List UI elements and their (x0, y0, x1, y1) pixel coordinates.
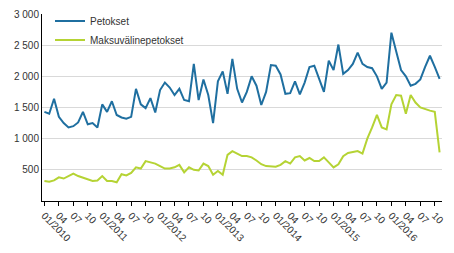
svg-text:04: 04 (285, 210, 301, 226)
svg-text:10: 10 (430, 210, 446, 226)
svg-text:01/2014: 01/2014 (271, 210, 305, 244)
svg-text:07: 07 (415, 210, 431, 226)
svg-text:10: 10 (83, 210, 99, 226)
svg-text:2 500: 2 500 (14, 40, 39, 51)
svg-text:Petokset: Petokset (90, 16, 129, 27)
svg-text:01/2015: 01/2015 (329, 210, 363, 244)
svg-text:07: 07 (184, 210, 200, 226)
svg-text:07: 07 (126, 210, 142, 226)
svg-text:1 000: 1 000 (14, 133, 39, 144)
svg-text:01/2013: 01/2013 (213, 210, 247, 244)
svg-text:04: 04 (401, 210, 417, 226)
svg-text:1 500: 1 500 (14, 102, 39, 113)
svg-text:01/2011: 01/2011 (97, 210, 130, 243)
svg-text:04: 04 (112, 210, 128, 226)
svg-text:07: 07 (358, 210, 374, 226)
svg-text:07: 07 (242, 210, 258, 226)
svg-text:10: 10 (199, 210, 215, 226)
svg-text:10: 10 (141, 210, 157, 226)
svg-text:04: 04 (170, 210, 186, 226)
svg-text:04: 04 (227, 210, 243, 226)
svg-text:500: 500 (22, 164, 39, 175)
svg-text:10: 10 (372, 210, 388, 226)
svg-text:10: 10 (314, 210, 330, 226)
svg-text:2 000: 2 000 (14, 71, 39, 82)
svg-text:10: 10 (256, 210, 272, 226)
svg-text:07: 07 (300, 210, 316, 226)
svg-text:01/2016: 01/2016 (386, 210, 420, 244)
svg-text:Maksuvälinepetokset: Maksuvälinepetokset (90, 35, 184, 46)
svg-text:3 000: 3 000 (14, 9, 39, 20)
svg-text:04: 04 (343, 210, 359, 226)
svg-text:07: 07 (68, 210, 84, 226)
svg-text:01/2010: 01/2010 (39, 210, 73, 244)
svg-text:04: 04 (54, 210, 70, 226)
svg-text:01/2012: 01/2012 (155, 210, 189, 244)
